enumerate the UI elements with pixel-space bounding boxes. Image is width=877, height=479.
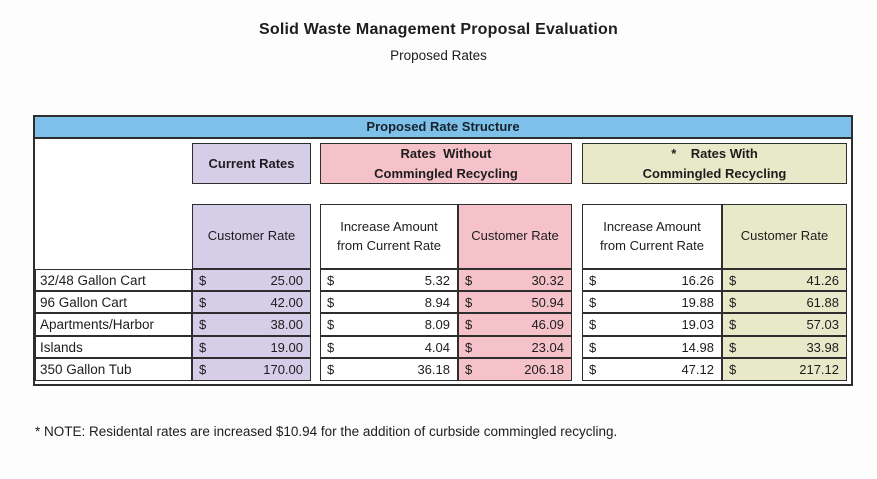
amount: 217.12 <box>799 362 839 377</box>
cell-rate-with: $41.26 <box>722 269 847 291</box>
section-header-rates-without-recycling: Rates Without Commingled Recycling <box>320 143 572 184</box>
cell-current-rate: $42.00 <box>192 291 311 313</box>
amount: 8.94 <box>424 294 450 310</box>
dollar-sign: $ <box>589 272 597 288</box>
amount: 14.98 <box>681 339 714 355</box>
column-header-customer-rate-with: Customer Rate <box>722 204 847 269</box>
cell-rate-without: $23.04 <box>458 336 572 358</box>
dollar-sign: $ <box>729 362 737 377</box>
dollar-sign: $ <box>589 362 597 377</box>
section-title-line1: Rates Without <box>400 146 492 161</box>
amount: 47.12 <box>681 362 714 377</box>
amount: 57.03 <box>806 317 839 332</box>
dollar-sign: $ <box>729 317 737 332</box>
amount: 23.04 <box>531 339 564 355</box>
cell-increase-without: $8.09 <box>320 313 458 336</box>
amount: 4.04 <box>424 339 450 355</box>
cell-increase-with: $16.26 <box>582 269 722 291</box>
amount: 38.00 <box>270 317 303 332</box>
dollar-sign: $ <box>589 339 597 355</box>
dollar-sign: $ <box>589 317 597 332</box>
rate-table-grid: Current Rates Rates Without Commingled R… <box>35 139 851 384</box>
section-title-line1: * Rates With <box>671 146 758 161</box>
cell-current-rate: $38.00 <box>192 313 311 336</box>
cell-increase-with: $14.98 <box>582 336 722 358</box>
dollar-sign: $ <box>327 362 335 377</box>
amount: 19.03 <box>681 317 714 332</box>
dollar-sign: $ <box>327 272 335 288</box>
section-title-line2: Commingled Recycling <box>374 165 518 181</box>
row-label: 96 Gallon Cart <box>35 291 192 313</box>
cell-increase-with: $19.03 <box>582 313 722 336</box>
table-banner: Proposed Rate Structure <box>35 117 851 139</box>
dollar-sign: $ <box>199 272 207 288</box>
dollar-sign: $ <box>465 317 473 332</box>
amount: 8.09 <box>424 317 450 332</box>
amount: 19.00 <box>270 339 303 355</box>
row-label: 32/48 Gallon Cart <box>35 269 192 291</box>
row-label: 350 Gallon Tub <box>35 358 192 381</box>
column-header-current-customer-rate: Customer Rate <box>192 204 311 269</box>
dollar-sign: $ <box>589 294 597 310</box>
cell-rate-without: $206.18 <box>458 358 572 381</box>
amount: 25.00 <box>270 272 303 288</box>
section-title-line2: Commingled Recycling <box>642 165 787 181</box>
cell-rate-without: $46.09 <box>458 313 572 336</box>
dollar-sign: $ <box>199 362 207 377</box>
amount: 36.18 <box>417 362 450 377</box>
rate-table: Proposed Rate Structure Current Rates Ra… <box>33 115 853 386</box>
column-header-customer-rate-without: Customer Rate <box>458 204 572 269</box>
dollar-sign: $ <box>199 317 207 332</box>
dollar-sign: $ <box>327 294 335 310</box>
cell-rate-with: $61.88 <box>722 291 847 313</box>
dollar-sign: $ <box>465 294 473 310</box>
cell-increase-with: $19.88 <box>582 291 722 313</box>
dollar-sign: $ <box>465 362 473 377</box>
amount: 5.32 <box>424 272 450 288</box>
row-label: Apartments/Harbor <box>35 313 192 336</box>
amount: 16.26 <box>681 272 714 288</box>
section-header-current-rates: Current Rates <box>192 143 311 184</box>
amount: 30.32 <box>531 272 564 288</box>
dollar-sign: $ <box>465 339 473 355</box>
cell-rate-with: $33.98 <box>722 336 847 358</box>
amount: 50.94 <box>531 294 564 310</box>
dollar-sign: $ <box>465 272 473 288</box>
amount: 206.18 <box>524 362 564 377</box>
amount: 170.00 <box>263 362 303 377</box>
amount: 41.26 <box>806 272 839 288</box>
cell-rate-without: $30.32 <box>458 269 572 291</box>
dollar-sign: $ <box>199 294 207 310</box>
cell-rate-with: $57.03 <box>722 313 847 336</box>
dollar-sign: $ <box>327 317 335 332</box>
dollar-sign: $ <box>199 339 207 355</box>
cell-rate-without: $50.94 <box>458 291 572 313</box>
cell-increase-without: $5.32 <box>320 269 458 291</box>
cell-increase-with: $47.12 <box>582 358 722 381</box>
amount: 46.09 <box>531 317 564 332</box>
cell-current-rate: $19.00 <box>192 336 311 358</box>
page-subtitle: Proposed Rates <box>390 48 487 63</box>
page-title: Solid Waste Management Proposal Evaluati… <box>259 21 618 38</box>
cell-increase-without: $36.18 <box>320 358 458 381</box>
column-header-increase-without: Increase Amount from Current Rate <box>320 204 458 269</box>
row-label: Islands <box>35 336 192 358</box>
amount: 19.88 <box>681 294 714 310</box>
amount: 33.98 <box>806 339 839 355</box>
amount: 42.00 <box>270 294 303 310</box>
section-header-rates-with-recycling: * Rates With Commingled Recycling <box>582 143 847 184</box>
dollar-sign: $ <box>327 339 335 355</box>
column-header-increase-with: Increase Amount from Current Rate <box>582 204 722 269</box>
section-title: Current Rates <box>208 155 295 171</box>
dollar-sign: $ <box>729 339 737 355</box>
cell-current-rate: $170.00 <box>192 358 311 381</box>
cell-current-rate: $25.00 <box>192 269 311 291</box>
cell-increase-without: $8.94 <box>320 291 458 313</box>
dollar-sign: $ <box>729 272 737 288</box>
cell-increase-without: $4.04 <box>320 336 458 358</box>
amount: 61.88 <box>806 294 839 310</box>
dollar-sign: $ <box>729 294 737 310</box>
cell-rate-with: $217.12 <box>722 358 847 381</box>
footnote: * NOTE: Residental rates are increased $… <box>35 424 618 439</box>
